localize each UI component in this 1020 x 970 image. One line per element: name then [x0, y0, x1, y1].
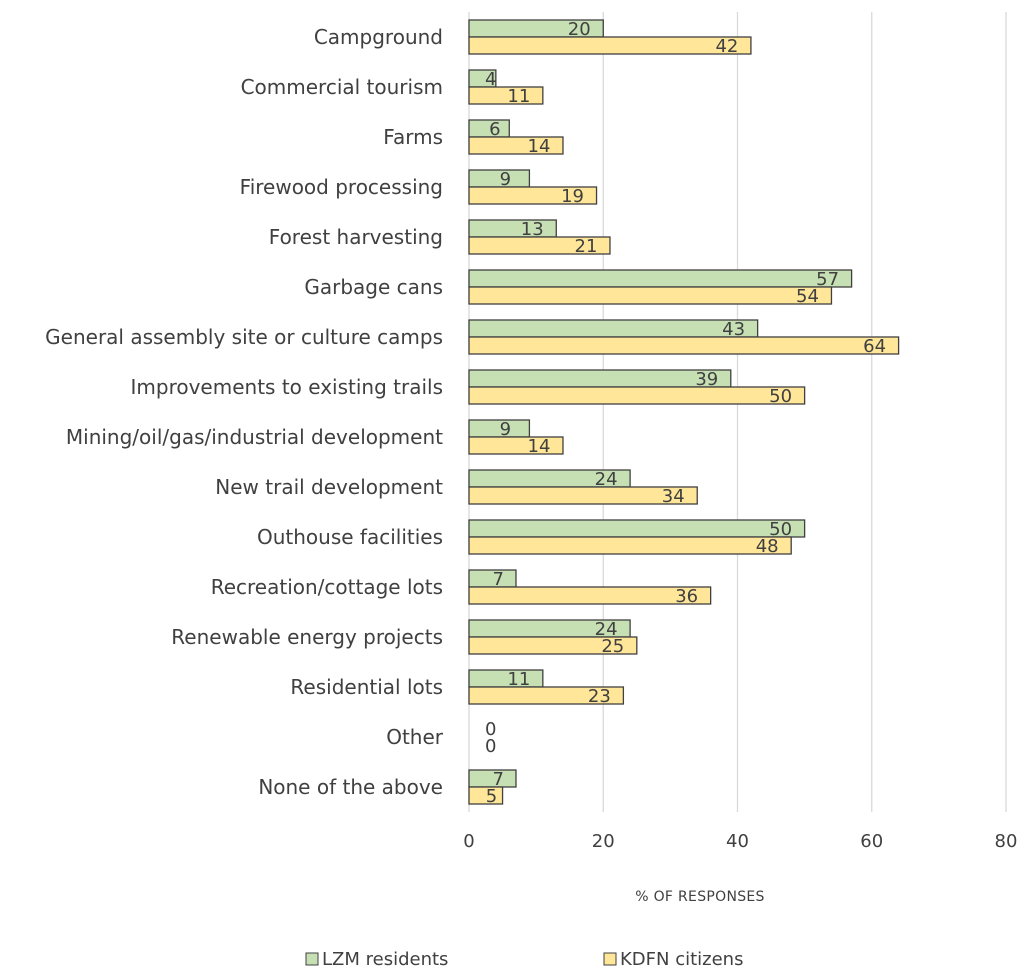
data-label-kdfn-4: 21 [575, 236, 598, 257]
category-label-2: Farms [383, 125, 443, 149]
category-label-7: Improvements to existing trails [131, 375, 444, 399]
data-label-lzm-4: 13 [521, 219, 544, 240]
data-label-kdfn-2: 14 [528, 136, 551, 157]
bar-lzm-10 [468, 519, 806, 538]
bar-lzm-13 [468, 669, 544, 688]
bar-kdfn-6 [468, 336, 900, 355]
data-label-kdfn-6: 64 [863, 336, 886, 357]
legend-swatch-lzm [305, 952, 319, 966]
category-label-1: Commercial tourism [241, 75, 443, 99]
data-label-kdfn-12: 25 [601, 636, 624, 657]
data-label-lzm-12: 24 [595, 619, 618, 640]
bar-kdfn-3 [468, 186, 598, 205]
data-label-lzm-9: 24 [595, 469, 618, 490]
data-label-kdfn-1: 11 [507, 86, 530, 107]
data-label-lzm-7: 39 [695, 369, 718, 390]
category-label-11: Recreation/cottage lots [211, 575, 443, 599]
data-label-kdfn-8: 14 [528, 436, 551, 457]
data-label-kdfn-14: 0 [485, 736, 496, 757]
bar-kdfn-0 [468, 36, 752, 55]
x-tick-label-0: 0 [463, 831, 474, 852]
data-label-kdfn-5: 54 [796, 286, 819, 307]
data-label-lzm-5: 57 [816, 269, 839, 290]
category-label-8: Mining/oil/gas/industrial development [66, 425, 443, 449]
data-label-kdfn-15: 5 [486, 786, 497, 807]
category-label-0: Campground [314, 25, 443, 49]
bar-kdfn-12 [468, 636, 638, 655]
bar-kdfn-11 [468, 586, 712, 605]
category-label-3: Firewood processing [240, 175, 443, 199]
category-label-4: Forest harvesting [269, 225, 443, 249]
category-label-15: None of the above [258, 775, 443, 799]
bar-kdfn-1 [468, 86, 544, 105]
legend-swatch-kdfn [603, 952, 617, 966]
category-label-13: Residential lots [290, 675, 443, 699]
bar-kdfn-9 [468, 486, 698, 505]
data-label-lzm-3: 9 [500, 169, 511, 190]
legend-label-kdfn: KDFN citizens [620, 949, 743, 970]
category-label-10: Outhouse facilities [257, 525, 443, 549]
bar-kdfn-8 [468, 436, 564, 455]
bar-kdfn-10 [468, 536, 792, 555]
data-label-lzm-10: 50 [769, 519, 792, 540]
data-label-kdfn-3: 19 [561, 186, 584, 207]
bar-kdfn-5 [468, 286, 833, 305]
data-label-lzm-15: 7 [492, 769, 503, 790]
data-label-kdfn-7: 50 [769, 386, 792, 407]
category-label-14: Other [386, 725, 444, 749]
bar-kdfn-4 [468, 236, 611, 255]
x-axis-title: % OF RESPONSES [635, 889, 765, 905]
x-tick-label-60: 60 [860, 831, 883, 852]
data-label-kdfn-0: 42 [715, 36, 738, 57]
x-tick-label-40: 40 [726, 831, 749, 852]
data-label-lzm-11: 7 [492, 569, 503, 590]
data-label-lzm-14: 0 [485, 719, 496, 740]
data-label-lzm-8: 9 [500, 419, 511, 440]
bar-lzm-6 [468, 319, 759, 338]
data-label-kdfn-13: 23 [588, 686, 611, 707]
category-label-6: General assembly site or culture camps [45, 325, 443, 349]
data-label-kdfn-10: 48 [756, 536, 779, 557]
category-label-5: Garbage cans [304, 275, 443, 299]
category-label-9: New trail development [215, 475, 443, 499]
category-label-12: Renewable energy projects [171, 625, 443, 649]
data-label-lzm-2: 6 [489, 119, 500, 140]
data-label-kdfn-11: 36 [675, 586, 698, 607]
bar-lzm-7 [468, 369, 732, 388]
data-label-kdfn-9: 34 [662, 486, 685, 507]
x-tick-label-20: 20 [592, 831, 615, 852]
x-tick-label-80: 80 [995, 831, 1018, 852]
bar-kdfn-2 [468, 136, 564, 155]
bar-kdfn-15 [468, 786, 504, 805]
data-label-lzm-1: 4 [485, 69, 496, 90]
data-label-lzm-6: 43 [722, 319, 745, 340]
legend-label-lzm: LZM residents [322, 949, 448, 970]
bar-kdfn-7 [468, 386, 806, 405]
bar-kdfn-13 [468, 686, 625, 705]
bar-lzm-5 [468, 269, 853, 288]
data-label-lzm-0: 20 [568, 19, 591, 40]
data-label-lzm-13: 11 [507, 669, 530, 690]
